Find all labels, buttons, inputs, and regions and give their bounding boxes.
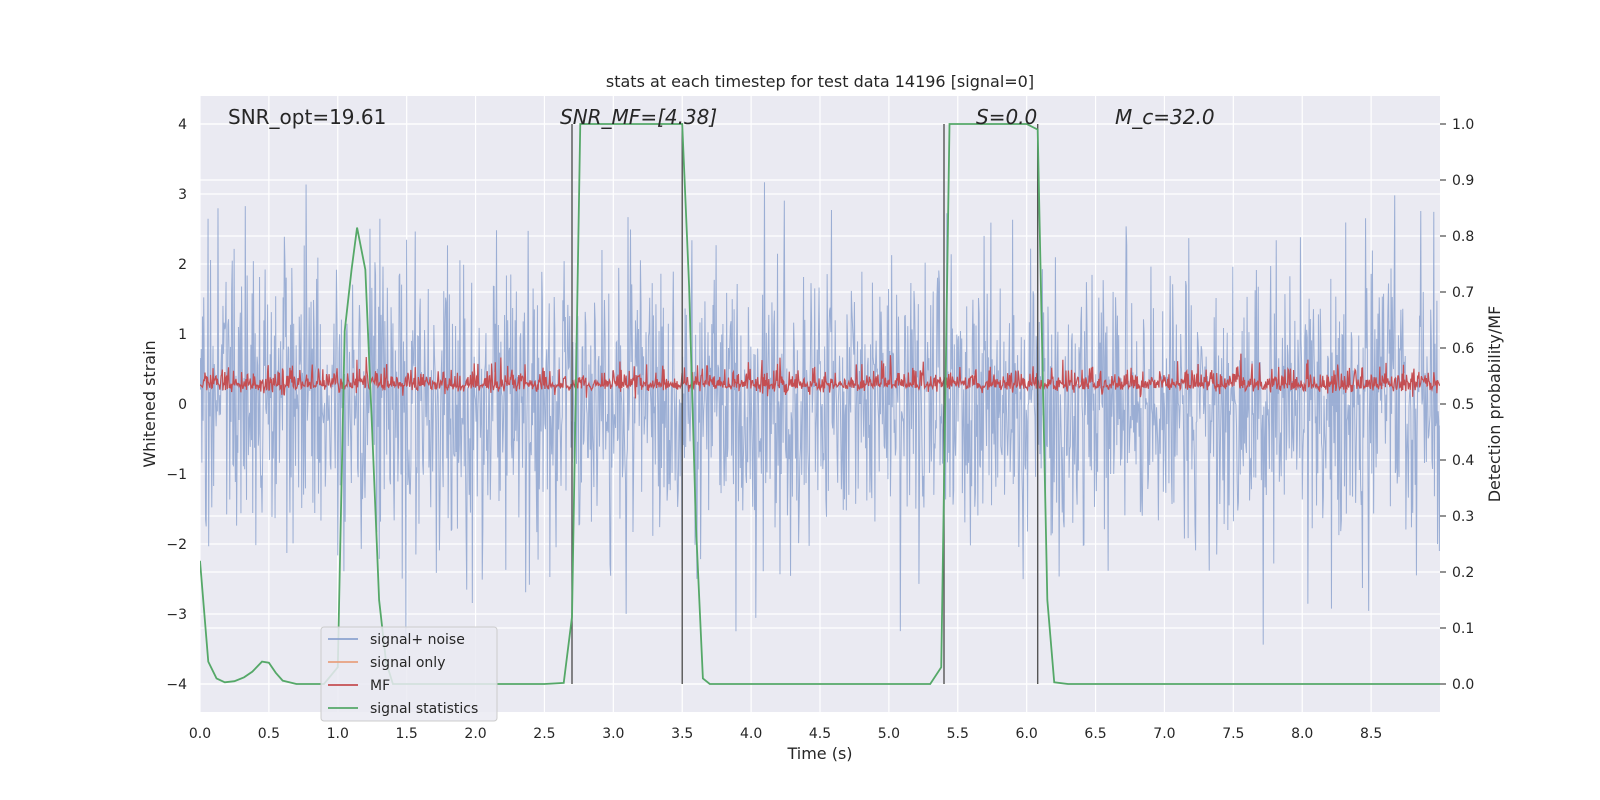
y-right-tick-label: 1.0: [1452, 117, 1474, 133]
annotation-snr-mf: SNR_MF=[4.38]: [560, 105, 717, 129]
x-tick-labels: 0.0 0.5 1.0 1.5 2.0 2.5 3.0 3.5 4.0 4.5 5.0 5.5 6.0 6…: [189, 726, 1382, 742]
y-left-tick-label: 4: [178, 117, 187, 133]
signal-statistics-series: [200, 123, 1440, 685]
y-left-tick-label: 0: [178, 397, 187, 413]
x-tick-label: 3.5: [671, 726, 693, 742]
y-right-tick-labels: 0.0 0.1 0.2 0.3 0.4 0.5 0.6 0.7 0.8 0.9 1.0: [1440, 117, 1474, 693]
x-tick-label: 8.0: [1291, 726, 1313, 742]
x-tick-label: 6.0: [1016, 726, 1038, 742]
y-right-tick-label: 0.8: [1452, 229, 1474, 245]
annotation-s: S=0.0: [976, 105, 1037, 129]
x-tick-label: 0.5: [258, 726, 280, 742]
y-right-tick-label: 0.9: [1452, 173, 1474, 189]
x-axis-label: Time (s): [786, 744, 852, 763]
annotation-mc: M_c=32.0: [1115, 105, 1215, 129]
x-tick-label: 5.0: [878, 726, 900, 742]
x-tick-label: 1.0: [327, 726, 349, 742]
x-tick-label: 4.0: [740, 726, 762, 742]
legend-label-signal-statistics: signal statistics: [370, 701, 478, 717]
y-left-tick-label: −2: [166, 537, 187, 553]
annotations: SNR_opt=19.61 SNR_MF=[4.38] S=0.0 M_c=32…: [228, 105, 1215, 129]
x-tick-label: 1.5: [396, 726, 418, 742]
y-left-tick-label: −4: [166, 677, 187, 693]
legend: signal+ noise signal only MF signal stat…: [320, 626, 498, 722]
x-tick-label: 4.5: [809, 726, 831, 742]
y-left-tick-label: 1: [178, 327, 187, 343]
y-right-tick-label: 0.5: [1452, 397, 1474, 413]
x-tick-label: 2.5: [533, 726, 555, 742]
y-left-tick-label: 3: [178, 187, 187, 203]
y-left-tick-labels: −4 −3 −2 −1 0 1 2 3 4: [166, 117, 187, 693]
chart-title: stats at each timestep for test data 141…: [606, 72, 1034, 91]
legend-label-signal-noise: signal+ noise: [370, 632, 465, 648]
y-right-tick-label: 0.3: [1452, 509, 1474, 525]
legend-box: [320, 626, 498, 722]
y-left-tick-label: 2: [178, 257, 187, 273]
x-tick-label: 2.0: [464, 726, 486, 742]
y-right-tick-label: 0.7: [1452, 285, 1474, 301]
y-right-tick-label: 0.0: [1452, 677, 1474, 693]
y-left-axis-label: Whitened strain: [140, 340, 159, 467]
y-left-tick-label: −3: [166, 607, 187, 623]
x-tick-label: 3.0: [602, 726, 624, 742]
y-right-tick-label: 0.6: [1452, 341, 1474, 357]
legend-label-mf: MF: [370, 678, 390, 694]
y-left-tick-label: −1: [166, 467, 187, 483]
x-tick-label: 7.0: [1153, 726, 1175, 742]
x-tick-label: 7.5: [1222, 726, 1244, 742]
x-tick-label: 6.5: [1084, 726, 1106, 742]
mf-series: [200, 353, 1440, 399]
signal-noise-series: [200, 182, 1440, 650]
y-right-axis-label: Detection probability/MF: [1485, 306, 1504, 503]
x-tick-label: 0.0: [189, 726, 211, 742]
annotation-snr-opt: SNR_opt=19.61: [228, 105, 386, 129]
y-right-tick-label: 0.1: [1452, 621, 1474, 637]
legend-label-signal-only: signal only: [370, 655, 445, 671]
y-right-tick-label: 0.4: [1452, 453, 1474, 469]
x-tick-label: 8.5: [1360, 726, 1382, 742]
y-right-tick-label: 0.2: [1452, 565, 1474, 581]
x-tick-label: 5.5: [947, 726, 969, 742]
